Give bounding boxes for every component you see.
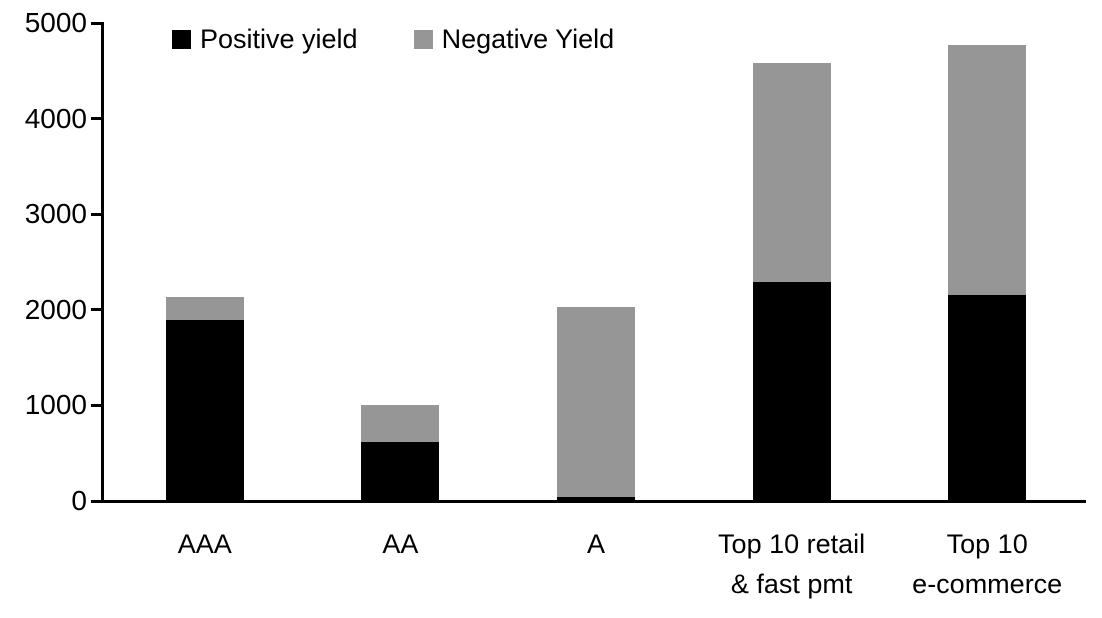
y-tick-label: 5000 [24, 7, 87, 38]
y-tick-mark [91, 21, 102, 25]
x-category-label: AAA [177, 529, 232, 559]
y-tick-mark [91, 212, 102, 216]
bar-segment-positive-5 [948, 295, 1027, 501]
bar-segment-positive-3 [557, 497, 635, 501]
bar-segment-positive-4 [752, 282, 831, 501]
x-category-label: Top 10 e-commerce [912, 529, 1063, 599]
x-category-label: A [586, 529, 605, 559]
bar-segment-positive-1 [165, 320, 244, 501]
x-category-label: Top 10 retail & fast pmt [718, 529, 866, 599]
y-tick-label: 1000 [24, 389, 87, 421]
x-category-label: AA [382, 529, 419, 559]
legend-swatch-positive-icon [172, 30, 191, 49]
bar-segment-negative-1 [165, 297, 244, 321]
y-tick-mark [91, 308, 102, 312]
legend-item-positive-yield: Positive yield [172, 26, 358, 53]
bar-segment-negative-5 [948, 44, 1027, 296]
bar-segment-positive-2 [361, 441, 440, 501]
y-axis-line [101, 22, 104, 503]
legend-label-positive: Positive yield [200, 24, 358, 54]
bar-segment-negative-3 [557, 306, 635, 498]
y-tick-label: 2000 [24, 293, 87, 325]
legend-swatch-negative-icon [413, 30, 433, 49]
y-tick-label: 0 [71, 485, 87, 516]
legend-label-negative: Negative Yield [441, 24, 615, 54]
bar-segment-negative-4 [752, 63, 831, 283]
y-tick-label: 4000 [24, 102, 87, 134]
legend: Positive yield Negative Yield [172, 26, 614, 53]
y-tick-mark [91, 403, 102, 407]
y-tick-mark [91, 499, 102, 503]
bar-segment-negative-2 [361, 405, 440, 442]
y-tick-mark [91, 117, 102, 121]
y-tick-label: 3000 [24, 198, 87, 230]
x-axis-line [101, 500, 1086, 503]
legend-item-negative-yield: Negative Yield [413, 24, 615, 54]
